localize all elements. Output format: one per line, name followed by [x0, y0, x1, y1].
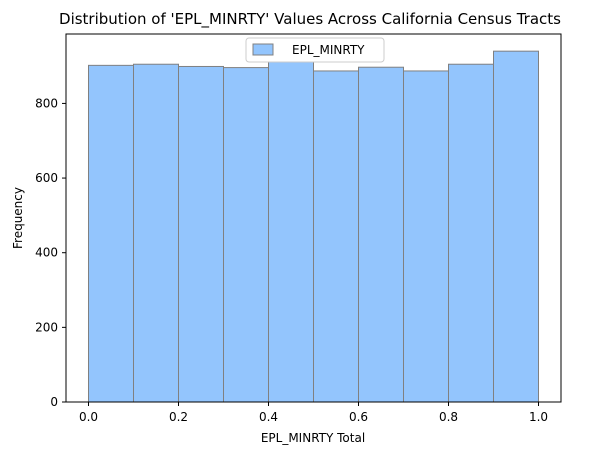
plot-area-frame — [65, 33, 562, 403]
legend-label: EPL_MINRTY — [292, 43, 365, 57]
x-tick-label: 0.4 — [259, 410, 278, 424]
legend: EPL_MINRTY — [245, 37, 385, 63]
y-axis-label: Frequency — [11, 187, 25, 249]
y-tick-label: 600 — [35, 171, 58, 185]
histogram-bar — [403, 70, 449, 403]
y-axis-ticks: 0 200 400 600 800 — [35, 96, 66, 409]
x-tick-label: 0.6 — [349, 410, 368, 424]
histogram-bar — [88, 64, 134, 403]
histogram-bar — [313, 70, 359, 403]
histogram-bar — [223, 67, 269, 403]
legend-swatch — [252, 43, 274, 56]
histogram-bar — [358, 66, 404, 403]
x-tick-label: 0.0 — [79, 410, 98, 424]
x-tick-label: 1.0 — [529, 410, 548, 424]
histogram-bar — [448, 63, 494, 403]
legend-box — [245, 37, 385, 63]
chart-title: Distribution of 'EPL_MINRTY' Values Acro… — [59, 10, 561, 29]
y-tick-label: 400 — [35, 246, 58, 260]
y-tick-label: 800 — [35, 96, 58, 110]
x-tick-label: 0.2 — [169, 410, 188, 424]
x-tick-label: 0.8 — [439, 410, 458, 424]
histogram-bar — [493, 50, 539, 403]
histogram-bar — [133, 63, 179, 403]
x-axis-ticks: 0.0 0.2 0.4 0.6 0.8 1.0 — [79, 402, 548, 424]
x-axis-label: EPL_MINRTY Total — [261, 431, 365, 445]
y-tick-label: 0 — [50, 395, 58, 409]
y-tick-label: 200 — [35, 320, 58, 334]
histogram-bars — [88, 50, 539, 403]
histogram-bar — [268, 61, 314, 403]
histogram-bar — [178, 65, 224, 403]
